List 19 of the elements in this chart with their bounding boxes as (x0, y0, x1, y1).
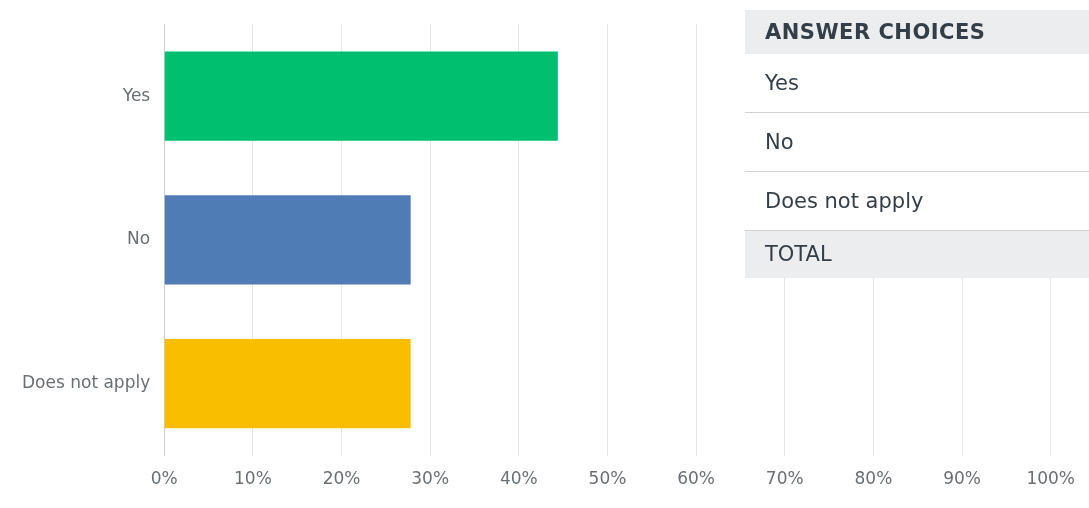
annotation: Does not apply (745, 172, 1089, 231)
x-tick-label: 70% (765, 468, 804, 489)
x-tick-label: 100% (1026, 468, 1075, 489)
x-tick-label: 20% (322, 468, 361, 489)
x-tick-label: 90% (943, 468, 981, 489)
annotation: ANSWER CHOICES (745, 10, 1089, 54)
annotation: Yes (745, 54, 1089, 113)
y-tick-label: Does not apply (21, 372, 151, 393)
annotation: TOTAL (745, 231, 1089, 278)
x-tick-label: 60% (677, 468, 716, 489)
x-tick-label: 80% (854, 468, 893, 489)
x-tick-label: 0% (150, 468, 178, 489)
annotation: No (745, 113, 1089, 172)
x-tick-label: 50% (588, 468, 627, 489)
y-tick-label: No (127, 228, 151, 249)
x-tick-label: 40% (499, 468, 538, 489)
x-tick-label: 10% (233, 468, 272, 489)
x-tick-label: 30% (411, 468, 450, 489)
y-tick-label: Yes (121, 84, 151, 105)
